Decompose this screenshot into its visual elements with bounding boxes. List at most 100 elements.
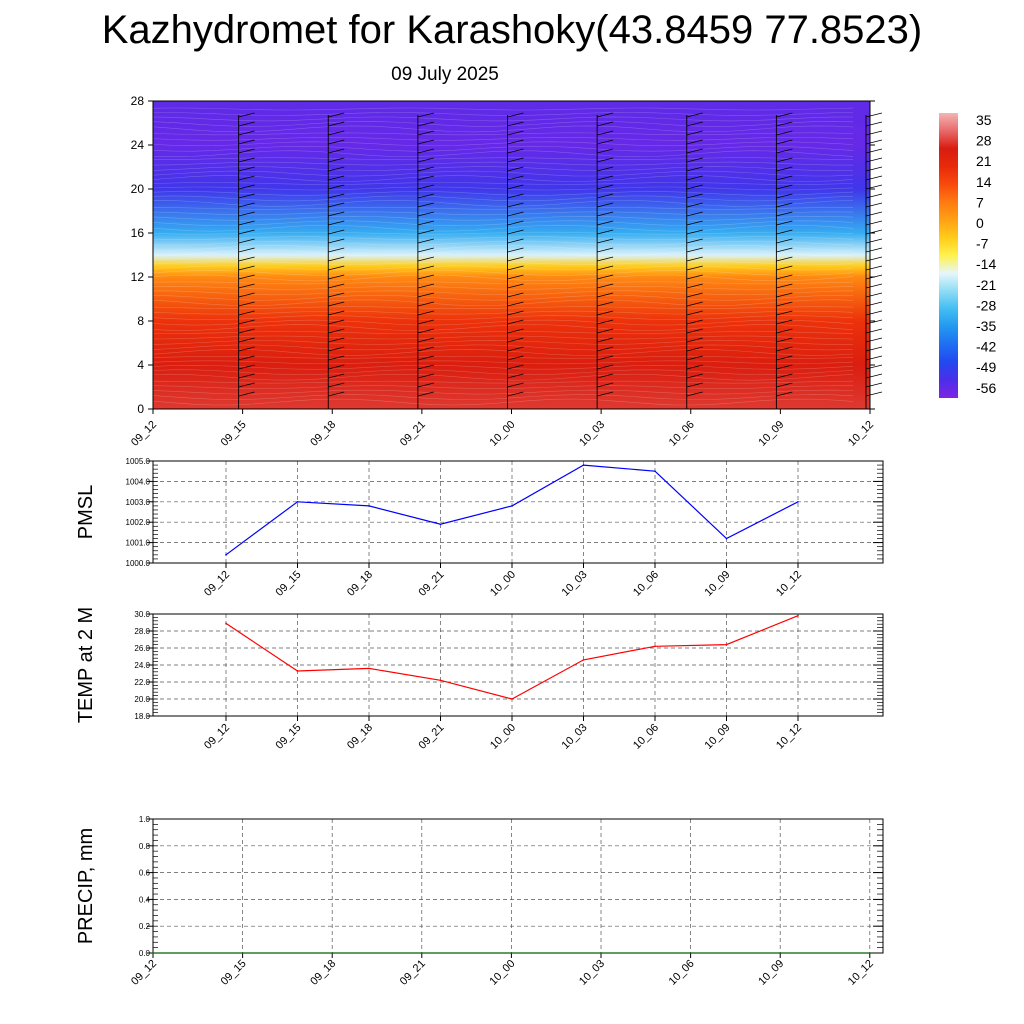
wind-barb <box>776 274 793 280</box>
x-tick-label: 09_18 <box>308 419 338 449</box>
x-tick-label: 10_06 <box>667 958 697 988</box>
contour-line <box>152 220 854 227</box>
y-tick-label: 26.0 <box>134 644 150 653</box>
wind-barb <box>238 193 255 199</box>
y-tick-label: 1.0 <box>139 815 151 824</box>
wind-barb <box>328 364 345 370</box>
wind-barb <box>507 184 524 190</box>
wind-barb <box>776 157 793 163</box>
wind-barb <box>238 256 255 262</box>
wind-barb <box>417 211 434 217</box>
wind-barb <box>328 175 345 181</box>
wind-barb <box>686 355 703 361</box>
wind-barb <box>865 166 883 172</box>
wind-barb <box>328 166 345 172</box>
wind-barb <box>238 265 255 271</box>
wind-barb <box>507 247 524 253</box>
contour-line <box>152 310 854 315</box>
wind-barb <box>597 328 614 334</box>
wind-barb <box>507 148 524 154</box>
x-tick-label: 10_09 <box>703 722 733 752</box>
wind-barb <box>597 256 614 262</box>
wind-barb <box>597 229 614 235</box>
colorbar-label: -28 <box>976 297 996 313</box>
wind-barb <box>507 319 524 325</box>
temperature-colorbar: 35 28 21 14 7 0 -7 -14 -21 -28 -35 -42 -49 -56 <box>939 112 996 398</box>
wind-barb <box>597 175 614 181</box>
wind-barb <box>507 382 524 388</box>
colorbar-label: 7 <box>976 194 984 210</box>
x-tick-label: 10_03 <box>560 569 590 599</box>
contour-line <box>152 240 854 246</box>
colorbar-label: 14 <box>976 174 992 190</box>
wind-barb <box>865 373 883 379</box>
y-tick-label: 1005.0 <box>126 457 151 466</box>
x-tick-label: 09_12 <box>202 722 232 752</box>
wind-barb <box>238 391 255 397</box>
pmsl-chart: 1000.0 1001.0 1002.0 1003.0 1004.0 1005.0 09_1… <box>75 457 884 599</box>
wind-barb <box>686 364 703 370</box>
contour-line <box>152 186 854 191</box>
contour-line <box>152 249 853 257</box>
contour-line <box>152 200 854 207</box>
wind-barb <box>865 337 883 343</box>
wind-barb <box>507 292 524 298</box>
contour-line <box>152 236 854 240</box>
wind-barb <box>507 274 524 280</box>
wind-barb <box>776 229 793 235</box>
y-tick-label: 0.4 <box>139 895 151 904</box>
wind-barb <box>328 328 345 334</box>
wind-barb <box>238 346 255 352</box>
wind-barb <box>417 229 434 235</box>
x-tick-label: 09_12 <box>202 569 232 599</box>
y-tick-label: 8 <box>137 314 144 328</box>
data-point <box>368 505 370 507</box>
x-tick-label: 10_09 <box>703 569 733 599</box>
wind-barb <box>865 148 883 154</box>
contour-line <box>152 394 854 400</box>
wind-barb <box>417 337 434 343</box>
wind-barb <box>597 292 614 298</box>
wind-barb <box>507 328 524 334</box>
wind-barb <box>417 238 434 244</box>
wind-barb <box>417 319 434 325</box>
wind-barb <box>507 256 524 262</box>
wind-barb <box>507 364 524 370</box>
contour-line <box>152 385 853 389</box>
wind-barb <box>686 337 703 343</box>
contour-line <box>152 364 854 370</box>
wind-barb <box>865 193 883 199</box>
wind-barb <box>776 328 793 334</box>
wind-barb <box>776 112 793 118</box>
colorbar-label: -35 <box>976 318 996 334</box>
wind-barb <box>686 247 703 253</box>
wind-barb <box>776 319 793 325</box>
colorbar-label: 0 <box>976 215 984 231</box>
contour-line <box>152 211 854 216</box>
wind-barb <box>507 373 524 379</box>
data-point <box>439 523 442 526</box>
wind-barb <box>328 301 345 307</box>
wind-barb <box>686 130 703 136</box>
wind-barb <box>417 355 434 361</box>
contour-line <box>152 150 854 158</box>
wind-barb <box>597 166 614 172</box>
y-tick-label: 24 <box>131 138 145 152</box>
wind-barb <box>238 310 255 316</box>
wind-barb <box>507 265 524 271</box>
wind-barb <box>417 166 434 172</box>
wind-barb <box>776 139 793 145</box>
wind-barb <box>238 328 255 334</box>
y-tick-label: 16 <box>131 226 145 240</box>
wind-barb <box>507 301 524 307</box>
x-tick-label: 10_12 <box>846 419 876 449</box>
wind-barb <box>865 202 883 208</box>
y-tick-label: 1000.0 <box>126 559 151 568</box>
wind-barb <box>507 346 524 352</box>
contour-line <box>152 294 853 301</box>
wind-barb <box>597 364 614 370</box>
contour-line <box>152 373 854 381</box>
wind-barb <box>776 193 793 199</box>
wind-barb <box>597 112 614 118</box>
data-point <box>654 645 656 648</box>
